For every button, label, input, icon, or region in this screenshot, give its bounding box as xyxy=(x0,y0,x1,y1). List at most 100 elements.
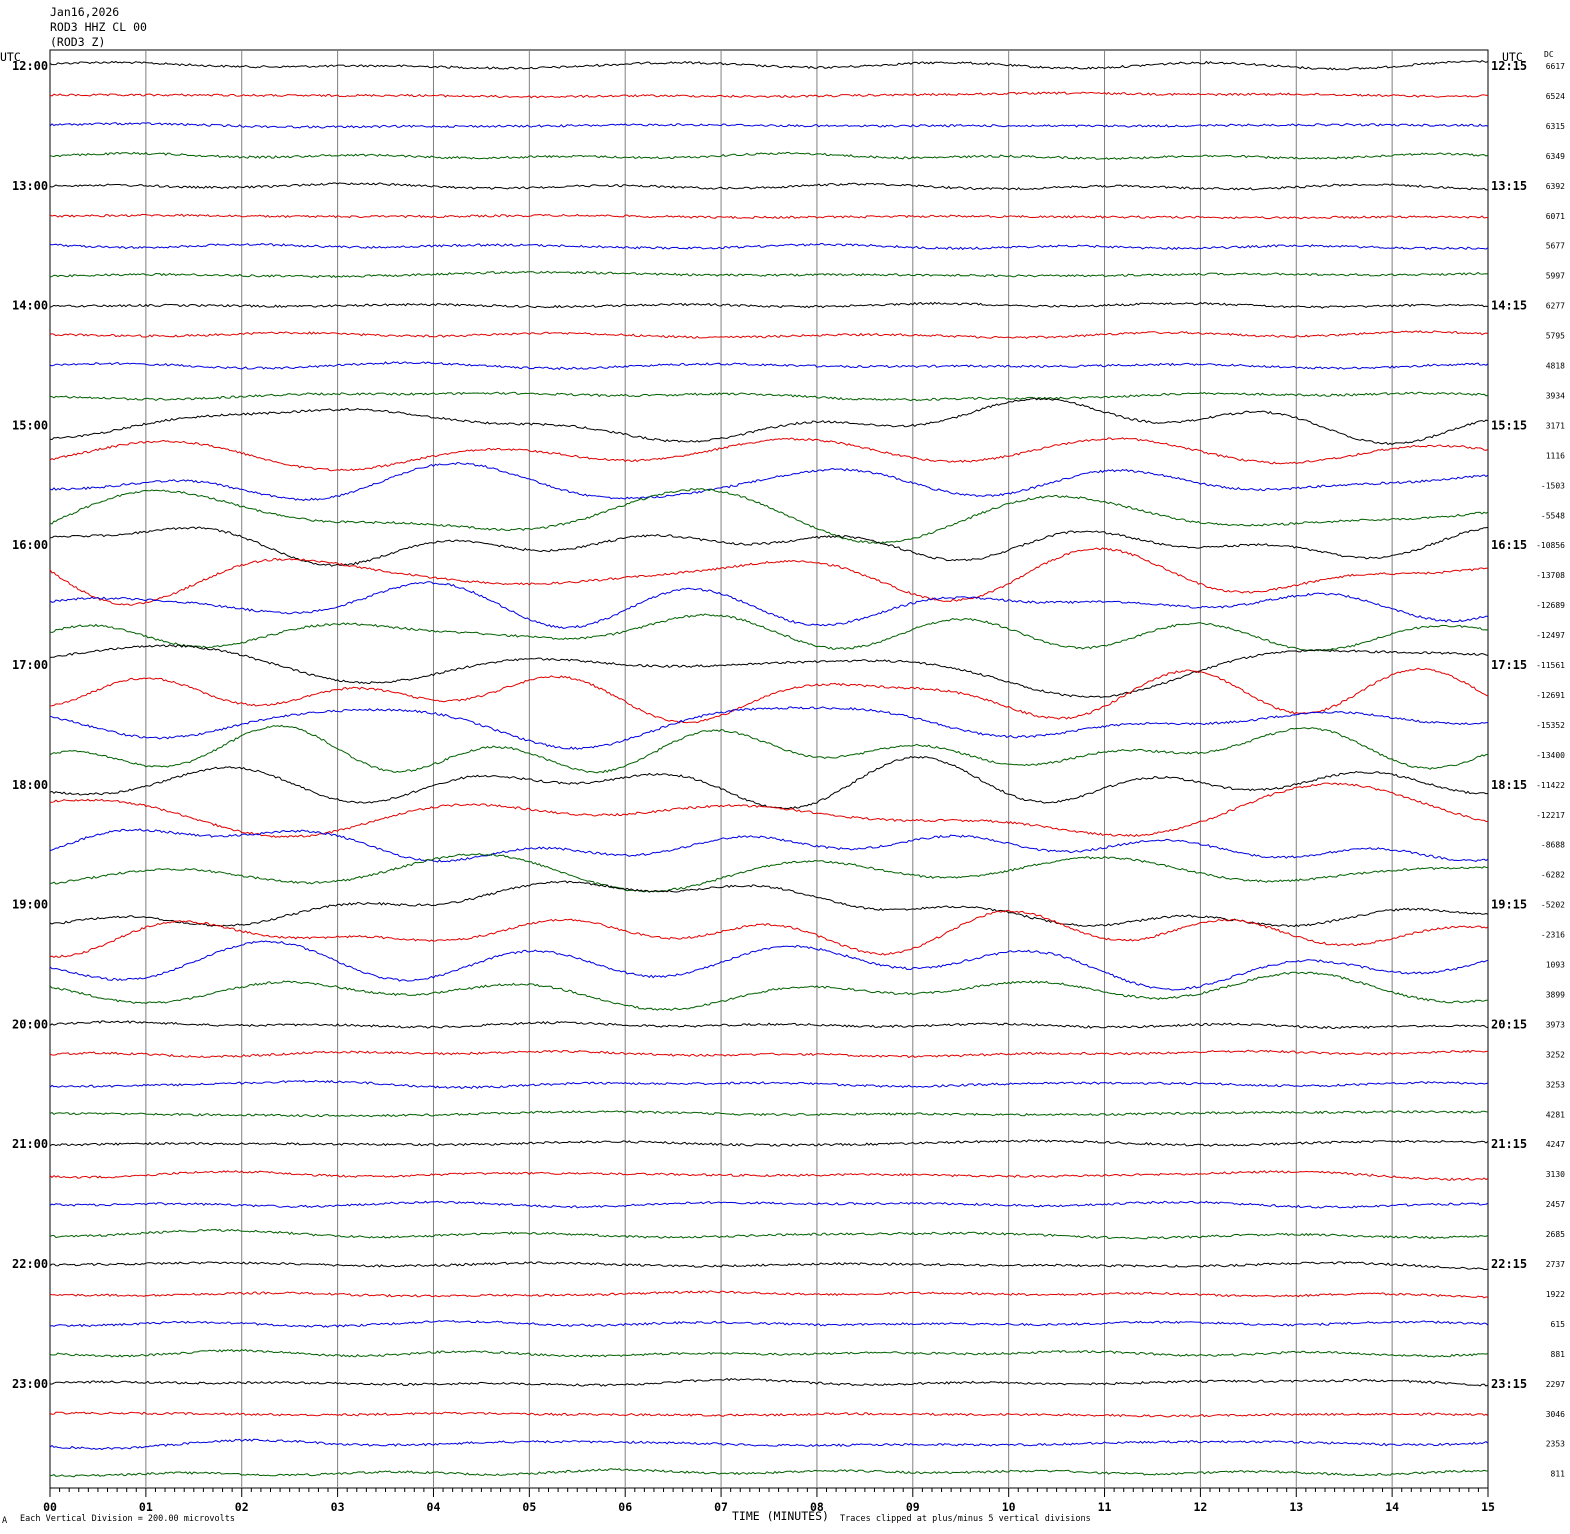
dc-offset-label: -10856 xyxy=(1536,541,1565,550)
dc-offset-label: 6349 xyxy=(1546,152,1565,161)
dc-offset-label: -13400 xyxy=(1536,751,1565,760)
right-hour-label: 14:15 xyxy=(1491,299,1527,313)
grid-lines xyxy=(145,50,1393,1488)
footer-clip-note: Traces clipped at plus/minus 5 vertical … xyxy=(840,1514,1091,1524)
dc-offset-label: 3046 xyxy=(1546,1410,1565,1419)
dc-offset-label: -2316 xyxy=(1541,931,1565,940)
left-hour-label: 19:00 xyxy=(12,898,48,912)
trace-row-46 xyxy=(49,1438,1489,1451)
left-hour-label: 15:00 xyxy=(12,418,48,432)
dc-offset-label: 5677 xyxy=(1546,242,1565,251)
trace-row-6 xyxy=(49,242,1489,251)
trace-row-0 xyxy=(49,60,1489,71)
dc-offset-label: 615 xyxy=(1551,1320,1566,1329)
left-hour-label: 16:00 xyxy=(12,538,48,552)
dc-offset-label: -5202 xyxy=(1541,901,1565,910)
right-hour-label: 19:15 xyxy=(1491,898,1527,912)
trace-row-35 xyxy=(49,1110,1489,1118)
dc-offset-label: 6315 xyxy=(1546,122,1565,131)
trace-row-40 xyxy=(49,1261,1489,1271)
right-utc-label: UTC xyxy=(1502,50,1523,64)
footer-corner-mark: A xyxy=(2,1516,7,1526)
right-hour-label: 17:15 xyxy=(1491,658,1527,672)
trace-row-4 xyxy=(49,182,1489,191)
right-hour-label: 23:15 xyxy=(1491,1377,1527,1391)
x-tick-label: 03 xyxy=(331,1500,345,1514)
trace-row-32 xyxy=(49,1020,1489,1030)
trace-row-47 xyxy=(49,1468,1489,1478)
trace-row-26 xyxy=(49,828,1489,863)
dc-offset-label: 6392 xyxy=(1546,182,1565,191)
x-tick-label: 00 xyxy=(43,1500,57,1514)
dc-label: DC xyxy=(1544,50,1554,59)
left-hour-label: 13:00 xyxy=(12,179,48,193)
left-hour-label: 17:00 xyxy=(12,658,48,672)
trace-row-1 xyxy=(49,91,1489,99)
trace-row-20 xyxy=(49,644,1489,698)
dc-offset-label: 3130 xyxy=(1546,1170,1565,1179)
trace-row-21 xyxy=(49,667,1489,724)
left-utc-label: UTC xyxy=(0,50,21,64)
x-tick-label: 07 xyxy=(714,1500,728,1514)
trace-row-36 xyxy=(49,1139,1489,1147)
dc-offset-label: 2353 xyxy=(1546,1440,1565,1449)
x-tick-label: 04 xyxy=(427,1500,441,1514)
dc-offset-label: 4818 xyxy=(1546,362,1565,371)
dc-offset-label: 2297 xyxy=(1546,1380,1565,1389)
trace-group xyxy=(49,60,1489,1478)
dc-offset-labels: 6617 6524 6315 6349 6392 6071 5677 5997 6277 5795… xyxy=(1536,62,1565,1479)
right-hour-labels: 12:15 13:15 14:15 15:15 16:15 17:15 18:15 19:15… xyxy=(1491,59,1527,1391)
dc-offset-label: 1922 xyxy=(1546,1290,1565,1299)
trace-row-45 xyxy=(49,1411,1489,1418)
left-hour-label: 14:00 xyxy=(12,299,48,313)
trace-row-31 xyxy=(49,971,1489,1011)
header-station: ROD3 HHZ CL 00 xyxy=(50,20,147,34)
dc-offset-label: -12497 xyxy=(1536,631,1565,640)
header-date: Jan16,2026 xyxy=(50,5,119,19)
right-hour-label: 12:15 xyxy=(1491,59,1527,73)
dc-offset-label: 5795 xyxy=(1546,332,1565,341)
trace-row-24 xyxy=(49,755,1489,810)
trace-row-11 xyxy=(49,391,1489,402)
right-hour-label: 21:15 xyxy=(1491,1137,1527,1151)
x-tick-label: 09 xyxy=(906,1500,920,1514)
x-tick-label: 01 xyxy=(139,1500,153,1514)
trace-row-25 xyxy=(50,782,1489,838)
x-tick-label: 06 xyxy=(618,1500,632,1514)
trace-row-9 xyxy=(49,330,1489,340)
dc-offset-label: 2457 xyxy=(1546,1200,1565,1209)
left-hour-label: 18:00 xyxy=(12,778,48,792)
dc-offset-label: -1503 xyxy=(1541,481,1565,490)
trace-row-29 xyxy=(49,909,1489,959)
trace-row-16 xyxy=(49,526,1489,567)
dc-offset-label: 3171 xyxy=(1546,421,1565,430)
dc-offset-label: 3252 xyxy=(1546,1050,1565,1059)
dc-offset-label: -13708 xyxy=(1536,571,1565,580)
trace-row-17 xyxy=(49,547,1489,606)
left-hour-labels: 12:00 13:00 14:00 15:00 16:00 17:00 18:00 19:00… xyxy=(12,59,48,1391)
dc-offset-label: -5548 xyxy=(1541,511,1565,520)
right-hour-label: 15:15 xyxy=(1491,418,1527,432)
footer-scale-note: Each Vertical Division = 200.00 microvol… xyxy=(20,1514,235,1524)
x-tick-label: 02 xyxy=(235,1500,249,1514)
trace-row-42 xyxy=(49,1320,1489,1328)
dc-offset-label: 3934 xyxy=(1546,391,1565,400)
header-component: (ROD3 Z) xyxy=(50,35,105,49)
dc-offset-label: -12689 xyxy=(1536,601,1565,610)
trace-row-8 xyxy=(49,301,1489,309)
trace-row-19 xyxy=(49,613,1489,652)
x-tick-label: 10 xyxy=(1002,1500,1016,1514)
right-hour-label: 13:15 xyxy=(1491,179,1527,193)
dc-offset-label: 3253 xyxy=(1546,1080,1565,1089)
left-hour-label: 21:00 xyxy=(12,1137,48,1151)
x-tick-label: 08 xyxy=(810,1500,824,1514)
trace-row-28 xyxy=(49,880,1489,928)
trace-row-43 xyxy=(49,1348,1489,1358)
x-tick-label: 14 xyxy=(1385,1500,1399,1514)
dc-offset-label: 3973 xyxy=(1546,1020,1565,1029)
trace-row-33 xyxy=(49,1049,1488,1059)
left-hour-label: 22:00 xyxy=(12,1257,48,1271)
dc-offset-label: 4247 xyxy=(1546,1140,1565,1149)
dc-offset-label: 2737 xyxy=(1546,1260,1565,1269)
trace-row-18 xyxy=(49,581,1489,629)
